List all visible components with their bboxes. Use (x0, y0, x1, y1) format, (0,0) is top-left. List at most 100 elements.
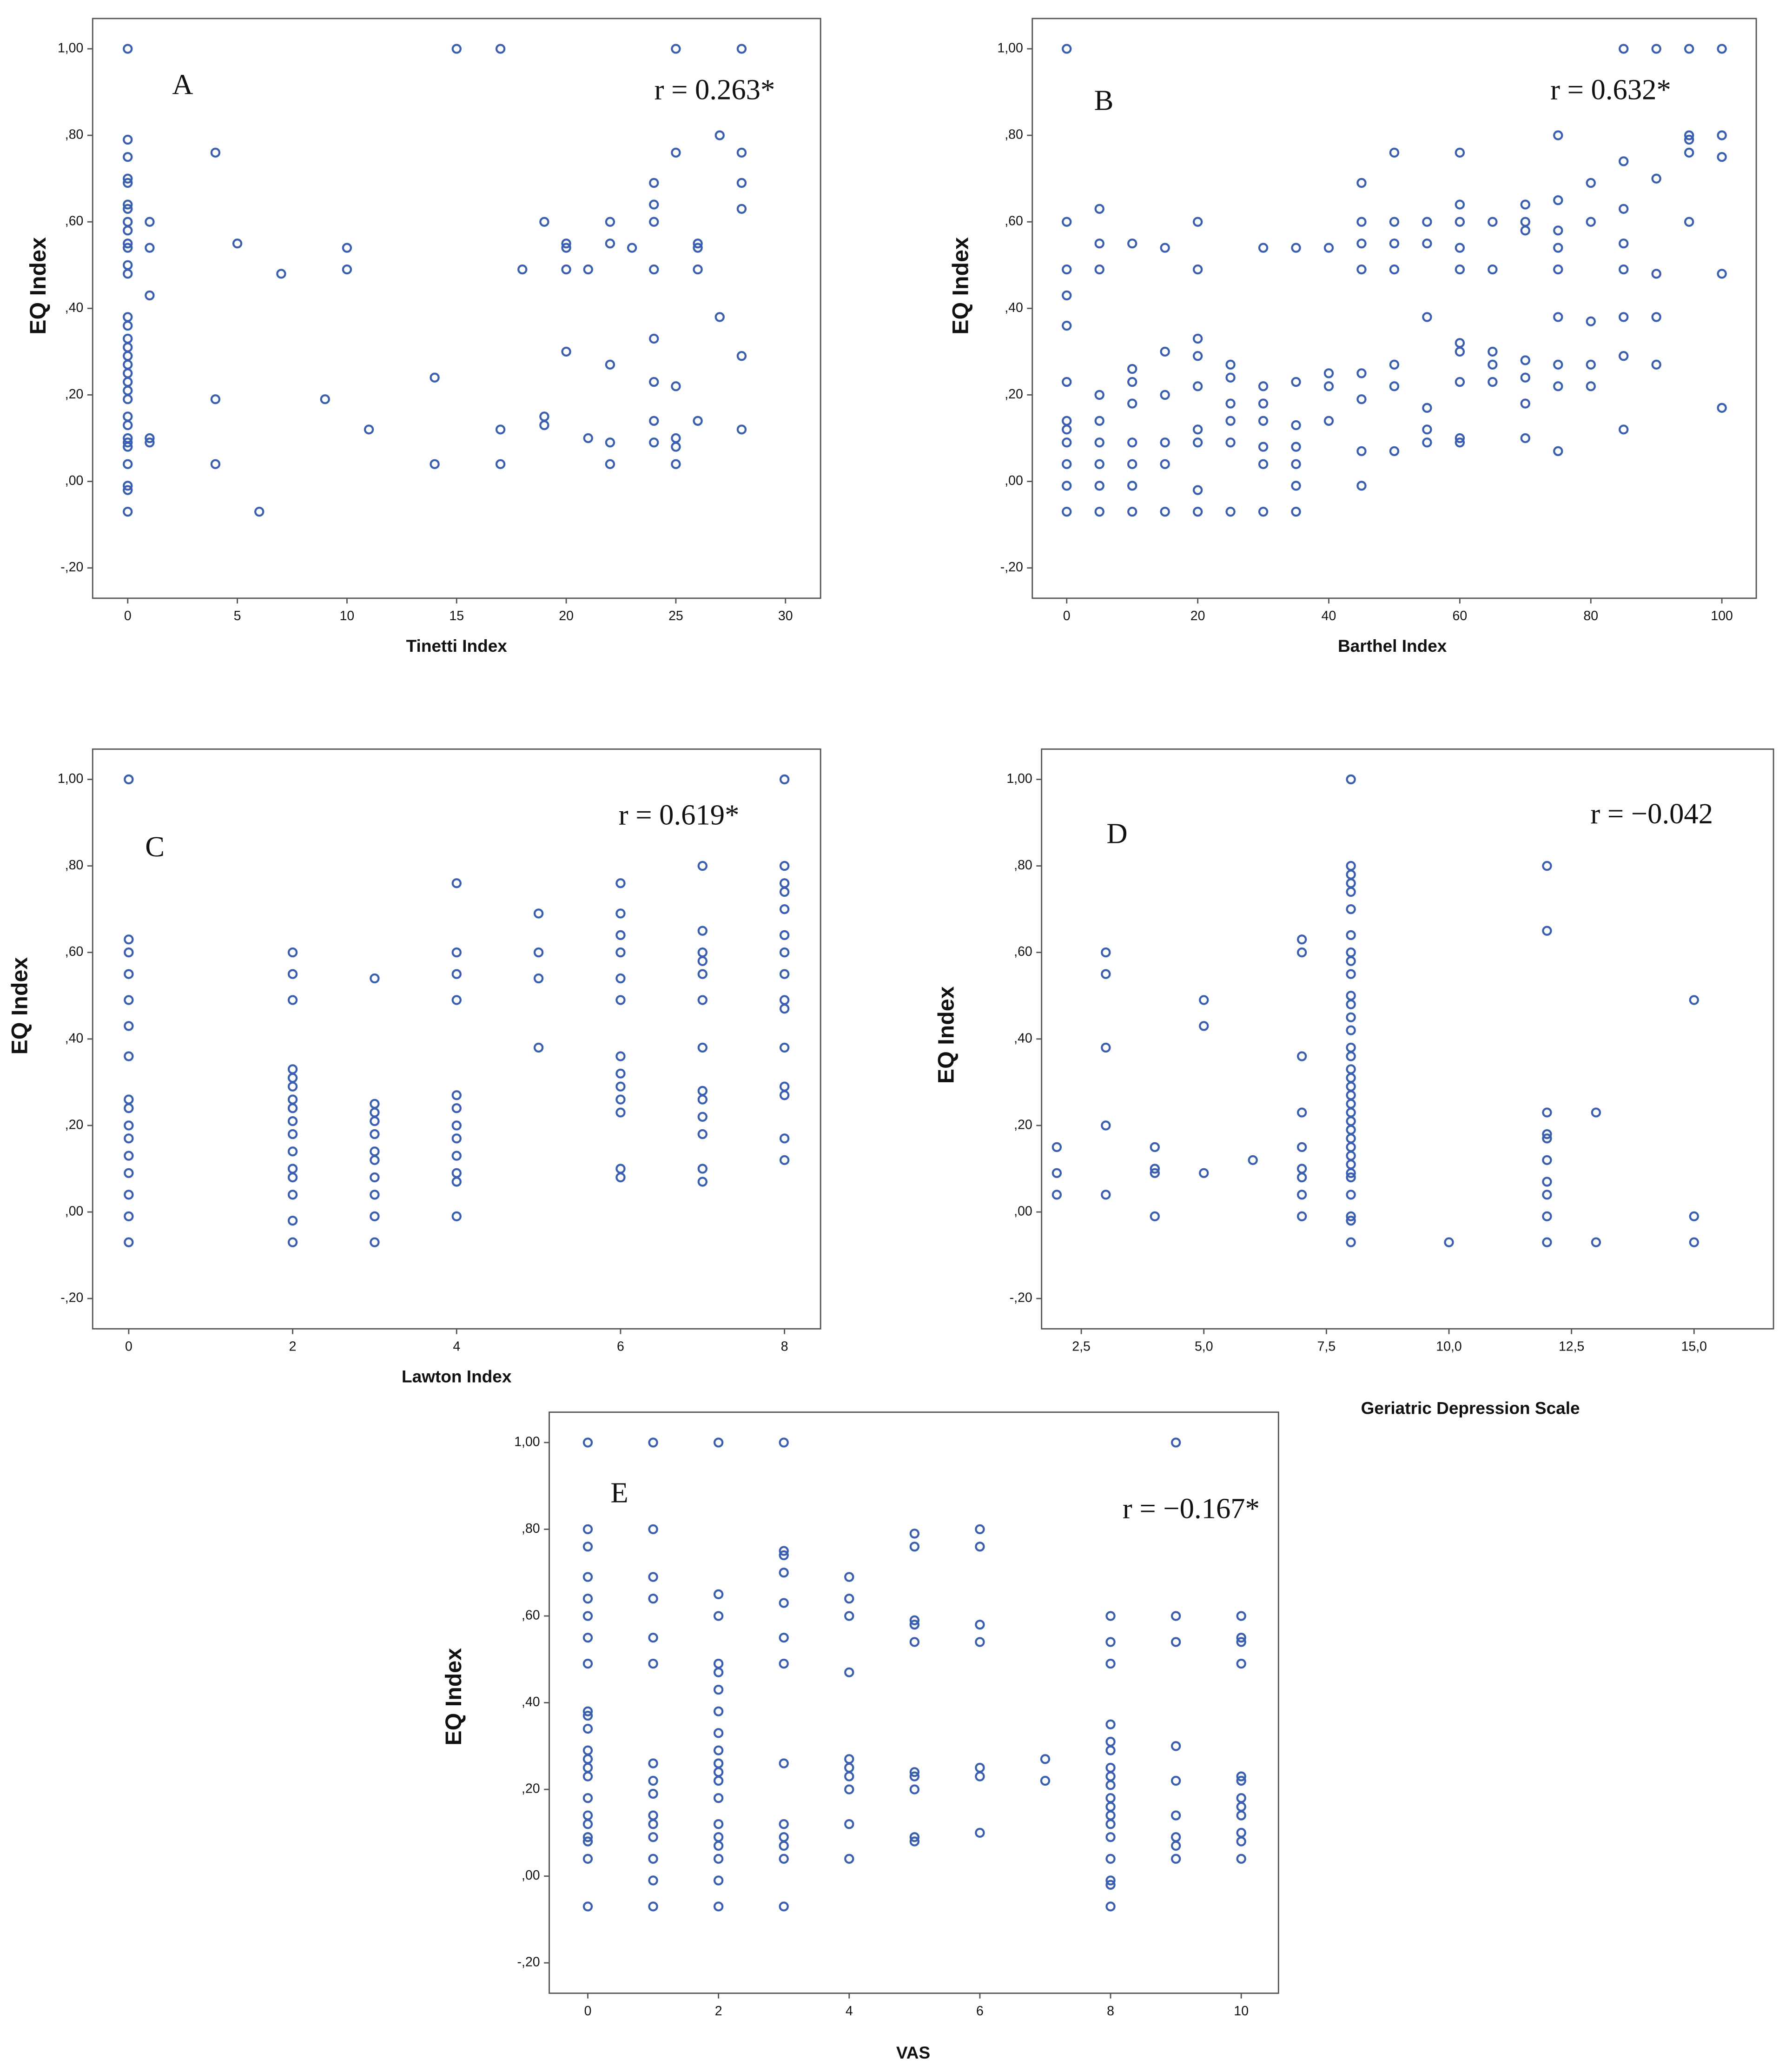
data-point (123, 481, 133, 491)
data-point (1689, 995, 1699, 1005)
data-point (779, 878, 790, 888)
data-point (561, 238, 571, 249)
data-point (1105, 1819, 1116, 1829)
data-point (1105, 1637, 1116, 1647)
data-point (430, 459, 440, 470)
data-point (287, 1172, 298, 1183)
data-point (1236, 1658, 1246, 1669)
data-point (779, 1081, 790, 1092)
data-point (1170, 1841, 1181, 1851)
data-point (124, 1094, 134, 1105)
data-point (1296, 947, 1307, 958)
data-point (1258, 507, 1269, 517)
data-point (582, 1611, 593, 1621)
data-point (697, 947, 708, 958)
data-point (124, 1120, 134, 1131)
data-point (975, 1524, 985, 1535)
data-point (582, 1632, 593, 1643)
data-point (561, 346, 571, 357)
data-point (1346, 1125, 1356, 1135)
correlation-label: r = 0.263* (655, 73, 775, 106)
data-point (1346, 1116, 1356, 1126)
y-tick-label: ,20 (522, 1781, 540, 1796)
y-tick-label: -,20 (517, 1955, 540, 1970)
data-point (1346, 1073, 1356, 1083)
y-tick-label: -,20 (60, 560, 83, 575)
data-point (1225, 372, 1236, 383)
data-point (697, 1112, 708, 1122)
data-point (1553, 381, 1563, 391)
data-point (1105, 1745, 1116, 1755)
data-point (975, 1762, 985, 1773)
data-point (1346, 991, 1356, 1001)
data-point (909, 1615, 920, 1625)
data-point (145, 433, 155, 444)
data-point (779, 1832, 789, 1842)
data-point (1062, 44, 1072, 54)
data-point (582, 1706, 593, 1716)
data-point (1542, 1190, 1552, 1200)
data-point (123, 238, 133, 249)
data-point (370, 1129, 380, 1139)
data-point (713, 1658, 724, 1669)
data-point (1199, 1021, 1209, 1031)
data-point (1455, 346, 1465, 357)
data-point (1225, 416, 1236, 426)
x-tick-label: 6 (617, 1339, 624, 1354)
data-point (1051, 1190, 1062, 1200)
data-point (1291, 481, 1301, 491)
data-point (1684, 147, 1694, 158)
data-point (582, 1754, 593, 1764)
data-point (1170, 1637, 1181, 1647)
data-point (1296, 1107, 1307, 1118)
data-point (713, 1758, 724, 1768)
data-point (123, 134, 133, 145)
y-tick-label: -,20 (1000, 560, 1023, 575)
data-point (582, 1572, 593, 1582)
x-tick-label: 7,5 (1317, 1339, 1336, 1354)
data-point (779, 1819, 789, 1829)
data-point (561, 243, 571, 253)
y-tick-label: ,60 (1005, 214, 1023, 229)
data-point (1542, 1155, 1552, 1165)
data-point (451, 969, 462, 979)
data-point (648, 1788, 658, 1799)
data-point (451, 1133, 462, 1144)
data-point (779, 861, 790, 871)
data-point (1542, 1237, 1552, 1247)
data-point (1062, 377, 1072, 387)
y-tick-label: ,00 (1005, 473, 1023, 488)
data-point (1346, 1237, 1356, 1247)
data-point (451, 44, 462, 54)
data-point (1192, 507, 1203, 517)
data-point (615, 878, 626, 888)
data-point (1062, 217, 1072, 227)
data-point (1591, 1107, 1601, 1118)
correlation-label: r = 0.619* (619, 799, 740, 831)
data-point (779, 774, 790, 785)
data-point (1150, 1211, 1160, 1222)
data-point (713, 1767, 724, 1777)
data-point (1356, 481, 1367, 491)
data-point (123, 199, 133, 210)
data-point (1258, 243, 1269, 253)
data-point (1542, 1211, 1552, 1222)
data-point (615, 908, 626, 919)
data-point (124, 1151, 134, 1161)
data-point (713, 1745, 724, 1755)
data-point (1105, 1771, 1116, 1781)
data-point (1160, 390, 1170, 400)
data-point (1520, 398, 1530, 409)
data-point (1553, 264, 1563, 275)
y-tick-label: ,40 (65, 1031, 84, 1046)
data-point (1062, 264, 1072, 275)
data-point (1684, 134, 1694, 145)
data-point (123, 178, 133, 188)
data-point (123, 342, 133, 352)
data-point (844, 1762, 854, 1773)
data-point (287, 1103, 298, 1113)
data-point (124, 1051, 134, 1061)
data-point (1236, 1801, 1246, 1812)
data-point (615, 930, 626, 940)
data-point (583, 264, 593, 275)
